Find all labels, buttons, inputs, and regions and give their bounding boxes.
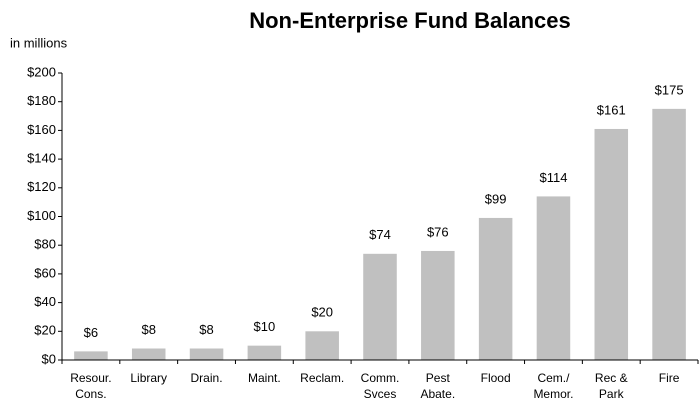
x-tick-label: Maint.: [248, 371, 281, 385]
bar: [594, 128, 629, 360]
bar: [421, 250, 455, 360]
x-tick-label: Flood: [480, 371, 511, 385]
y-tick-label: $80: [34, 237, 56, 252]
x-tick-label: Pest Abate.: [420, 371, 456, 401]
value-label: $99: [485, 191, 507, 206]
value-label: $20: [311, 305, 333, 320]
y-tick-label: $60: [34, 265, 56, 280]
value-label: $8: [199, 322, 213, 337]
value-label: $8: [141, 322, 155, 337]
bar: [305, 331, 339, 360]
x-tick-label: Reclam.: [300, 371, 345, 385]
bar: [74, 351, 108, 360]
x-tick-label: Rec & Park: [594, 371, 628, 401]
y-tick-label: $200: [27, 64, 56, 79]
value-label: $10: [254, 319, 276, 334]
bar: [363, 253, 397, 360]
x-tick-label: Drain.: [190, 371, 223, 385]
bar: [536, 196, 571, 360]
value-label: $114: [539, 170, 567, 185]
value-label: $74: [369, 227, 391, 242]
y-tick-label: $180: [27, 93, 56, 108]
y-tick-label: $40: [34, 294, 56, 309]
y-tick-label: $120: [27, 179, 56, 194]
y-tick-label: $140: [27, 151, 56, 166]
y-tick-label: $160: [27, 122, 56, 137]
axis-note: in millions: [10, 35, 68, 50]
x-tick-label: Fire: [658, 371, 680, 385]
bar: [652, 108, 686, 360]
value-label: $6: [84, 325, 98, 340]
x-tick-label: Resour. Cons.: [70, 371, 112, 401]
y-tick-label: $100: [27, 208, 56, 223]
y-tick-label: $20: [34, 323, 56, 338]
x-tick-label: Library: [130, 371, 168, 385]
x-tick-label: Cem./ Memor.: [533, 371, 574, 401]
bar: [131, 348, 166, 360]
x-tick-label: Comm. Svces: [360, 371, 400, 401]
value-label: $175: [655, 82, 684, 97]
value-label: $161: [597, 102, 626, 117]
bar: [189, 348, 224, 360]
chart-title: Non-Enterprise Fund Balances: [249, 8, 571, 33]
bar: [478, 217, 513, 360]
value-label: $76: [427, 224, 449, 239]
y-tick-label: $0: [42, 351, 56, 366]
bar: [247, 345, 282, 360]
